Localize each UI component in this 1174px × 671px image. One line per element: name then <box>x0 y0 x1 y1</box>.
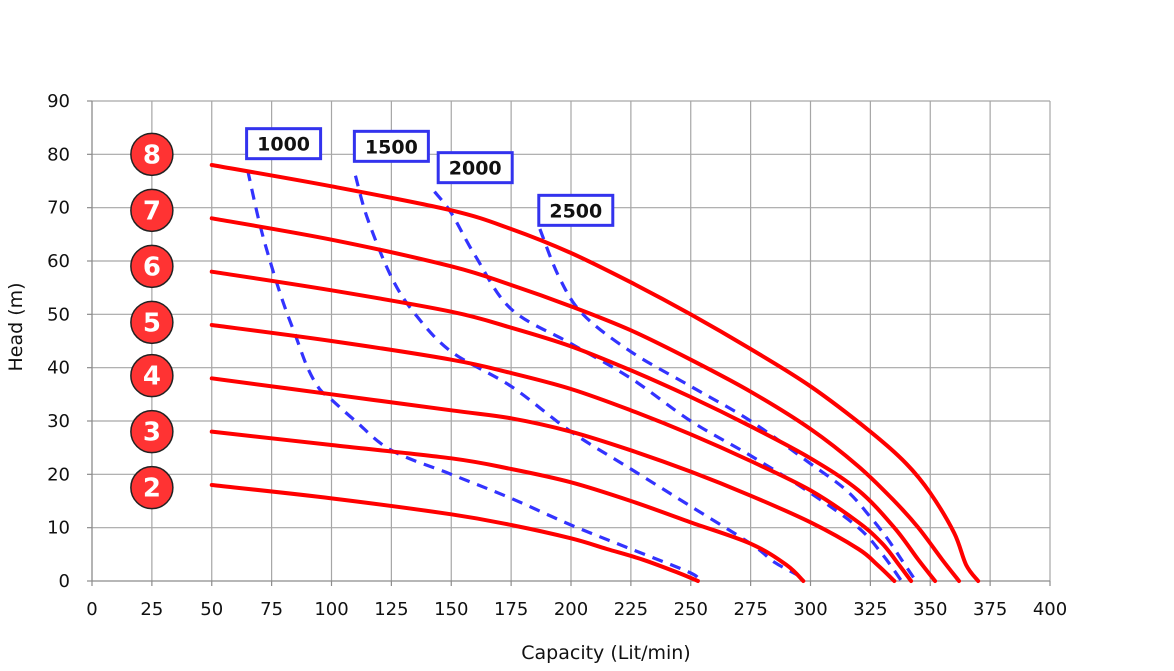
rpm-lines <box>246 169 918 583</box>
rpm-label-box <box>245 127 323 161</box>
rpm-label-1500: 1500 <box>352 129 430 163</box>
y-tick-label: 90 <box>47 91 70 112</box>
stage-badge-7: 7 <box>130 188 174 233</box>
pump-curves <box>209 163 981 583</box>
rpm-label-text: 2000 <box>449 158 502 180</box>
y-axis-title: Head (m) <box>5 282 27 372</box>
stage-badge-5: 5 <box>130 300 174 345</box>
x-tick-label: 275 <box>733 599 767 620</box>
tick-labels: 0 25 50 75 100 125 150 175 200 225 250 275 300 325 350… <box>47 91 1067 620</box>
x-tick-label: 400 <box>1033 599 1067 620</box>
x-tick-label: 325 <box>853 599 887 620</box>
stage-number: 5 <box>143 308 161 338</box>
y-tick-label: 50 <box>47 304 70 325</box>
y-tick-label: 20 <box>47 464 70 485</box>
stage-number: 4 <box>143 362 161 392</box>
stage-number: 7 <box>143 196 161 226</box>
y-tick-label: 70 <box>47 198 70 219</box>
rpm-label-2500: 2500 <box>537 193 615 227</box>
pump-curve-stage-5 <box>209 323 914 583</box>
axes <box>87 100 1051 586</box>
x-tick-label: 200 <box>554 599 588 620</box>
stage-badge-8: 8 <box>130 132 174 177</box>
stage-circle <box>130 409 174 454</box>
stage-badge-3: 3 <box>130 409 174 454</box>
pump-curve-stage-4 <box>209 376 897 583</box>
y-tick-label: 10 <box>47 518 70 539</box>
rpm-line-1500 <box>353 175 805 583</box>
rpm-label-text: 1000 <box>257 134 310 156</box>
x-tick-label: 75 <box>260 599 283 620</box>
stage-number: 8 <box>143 140 161 170</box>
pump-curve-stage-8 <box>209 163 981 583</box>
x-tick-label: 25 <box>140 599 163 620</box>
stage-badge-2: 2 <box>130 465 174 510</box>
x-tick-label: 50 <box>200 599 223 620</box>
grid <box>92 100 1051 581</box>
x-tick-label: 225 <box>614 599 648 620</box>
stage-circle <box>130 132 174 177</box>
rpm-label-text: 1500 <box>365 136 418 158</box>
y-tick-label: 40 <box>47 358 70 379</box>
stage-badge-6: 6 <box>130 244 174 289</box>
stage-number: 2 <box>143 474 161 504</box>
rpm-label-box <box>436 151 514 185</box>
stage-circle <box>130 244 174 289</box>
pump-curve-stage-7 <box>209 216 961 583</box>
rpm-label-1000: 1000 <box>245 127 323 161</box>
x-tick-label: 375 <box>973 599 1007 620</box>
x-tick-label: 350 <box>913 599 947 620</box>
x-tick-label: 300 <box>793 599 827 620</box>
x-tick-label: 125 <box>374 599 408 620</box>
stage-labels: 8 7 6 5 4 3 2 <box>130 132 174 510</box>
x-tick-label: 100 <box>314 599 348 620</box>
x-tick-label: 250 <box>674 599 708 620</box>
x-tick-label: 175 <box>494 599 528 620</box>
rpm-line-1000 <box>246 169 700 583</box>
pump-curve-stage-3 <box>209 429 806 583</box>
rpm-label-box <box>352 129 430 163</box>
pump-curve-stage-2 <box>209 483 700 583</box>
rpm-line-2000 <box>433 190 903 582</box>
x-axis-title: Capacity (Lit/min) <box>521 642 691 664</box>
x-tick-label: 150 <box>434 599 468 620</box>
stage-circle <box>130 465 174 510</box>
rpm-labels: 1000 1500 2000 2500 <box>245 127 615 227</box>
stage-number: 3 <box>143 418 161 448</box>
x-tick-label: 0 <box>86 599 97 620</box>
stage-circle <box>130 300 174 345</box>
y-tick-label: 0 <box>59 571 70 592</box>
stage-circle <box>130 188 174 233</box>
y-tick-label: 80 <box>47 144 70 165</box>
y-tick-label: 30 <box>47 411 70 432</box>
pump-curve-stage-6 <box>209 269 938 583</box>
rpm-label-text: 2500 <box>549 200 602 222</box>
y-tick-label: 60 <box>47 251 70 272</box>
rpm-label-2000: 2000 <box>436 151 514 185</box>
stage-number: 6 <box>143 252 161 282</box>
stage-badge-4: 4 <box>130 353 174 398</box>
rpm-label-box <box>537 193 615 227</box>
stage-circle <box>130 353 174 398</box>
